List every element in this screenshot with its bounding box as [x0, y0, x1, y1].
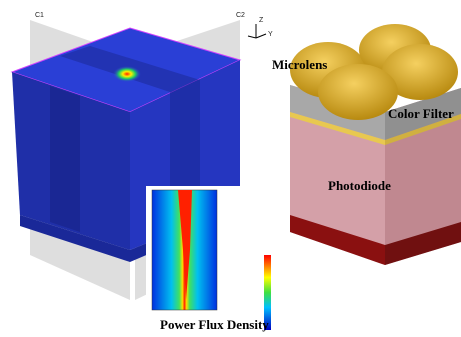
caption: Power Flux Density — [160, 317, 269, 332]
inset-plot: Power Flux Density — [146, 186, 281, 336]
pixel-structure: Microlens Color Filter Photodiode — [272, 24, 461, 265]
layer-label: Photodiode — [328, 178, 391, 193]
axis-label: Y — [268, 31, 273, 38]
layer-label: Color Filter — [388, 106, 454, 121]
figure: C1 C2 Z Y Power Flux Density Microlens C… — [0, 0, 461, 337]
plane-label: C2 — [236, 12, 245, 19]
axis-label: Z — [259, 17, 264, 24]
layer-label: Microlens — [272, 57, 327, 72]
plane-label: C1 — [35, 12, 44, 19]
